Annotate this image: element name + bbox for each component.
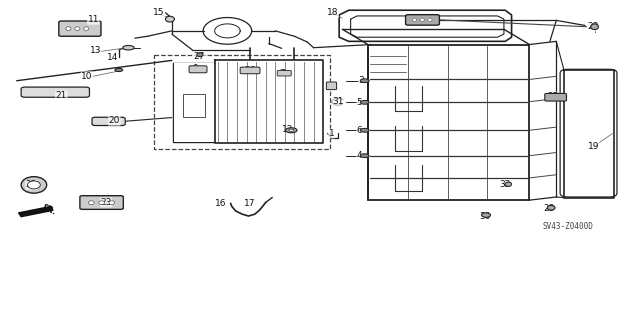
Text: 21: 21	[56, 91, 67, 100]
Text: 32: 32	[499, 180, 511, 189]
FancyBboxPatch shape	[240, 67, 260, 74]
Ellipse shape	[285, 128, 297, 133]
Text: 7: 7	[279, 69, 285, 78]
Ellipse shape	[115, 68, 123, 71]
Ellipse shape	[481, 213, 490, 217]
Ellipse shape	[84, 27, 89, 31]
Text: 14: 14	[107, 53, 118, 62]
Ellipse shape	[505, 182, 511, 187]
Ellipse shape	[420, 18, 424, 21]
Text: 23: 23	[100, 198, 112, 207]
Text: 31: 31	[332, 97, 344, 106]
Text: 17: 17	[244, 199, 255, 208]
Text: 13: 13	[90, 46, 101, 56]
Text: 24: 24	[417, 14, 428, 23]
Text: 20: 20	[109, 116, 120, 125]
Text: 18: 18	[327, 8, 339, 17]
Ellipse shape	[21, 177, 47, 193]
Text: 6: 6	[356, 126, 362, 135]
Text: 25: 25	[547, 92, 559, 101]
Ellipse shape	[289, 129, 294, 131]
FancyBboxPatch shape	[80, 196, 124, 209]
Ellipse shape	[99, 201, 104, 204]
Ellipse shape	[123, 46, 134, 50]
Polygon shape	[173, 63, 214, 142]
Ellipse shape	[109, 201, 115, 204]
Polygon shape	[19, 206, 53, 217]
Ellipse shape	[75, 27, 80, 31]
Text: 1: 1	[328, 129, 334, 138]
Ellipse shape	[360, 128, 369, 132]
Ellipse shape	[196, 53, 203, 56]
Text: 12: 12	[282, 125, 294, 134]
Text: 30: 30	[479, 211, 490, 220]
Text: 19: 19	[588, 142, 599, 151]
FancyBboxPatch shape	[406, 15, 440, 25]
Ellipse shape	[360, 100, 369, 104]
Ellipse shape	[547, 205, 555, 210]
Text: 11: 11	[88, 15, 99, 24]
Text: 26: 26	[244, 66, 255, 75]
Text: 9: 9	[193, 64, 198, 73]
Text: SV43-Z0400D: SV43-Z0400D	[542, 222, 593, 231]
Ellipse shape	[360, 154, 369, 158]
Polygon shape	[215, 60, 323, 143]
Text: 8: 8	[330, 82, 335, 91]
Polygon shape	[182, 94, 205, 117]
Text: 28: 28	[588, 22, 599, 31]
Text: 5: 5	[356, 98, 362, 107]
Ellipse shape	[428, 18, 432, 21]
Ellipse shape	[591, 24, 598, 30]
Text: 29: 29	[543, 204, 554, 213]
FancyBboxPatch shape	[326, 82, 337, 90]
Text: 15: 15	[154, 8, 165, 17]
Text: 10: 10	[81, 72, 93, 81]
FancyBboxPatch shape	[92, 117, 125, 125]
Text: 16: 16	[215, 199, 227, 208]
Ellipse shape	[412, 18, 417, 21]
FancyBboxPatch shape	[189, 66, 207, 73]
Text: 4: 4	[356, 151, 362, 160]
Ellipse shape	[166, 16, 174, 22]
FancyBboxPatch shape	[277, 70, 291, 76]
Text: FR.: FR.	[40, 203, 56, 216]
Ellipse shape	[88, 201, 94, 204]
Text: 22: 22	[26, 181, 37, 189]
FancyBboxPatch shape	[21, 87, 90, 97]
Text: 3: 3	[358, 76, 364, 85]
Ellipse shape	[66, 27, 71, 31]
Ellipse shape	[28, 181, 40, 189]
FancyBboxPatch shape	[59, 21, 101, 36]
FancyBboxPatch shape	[545, 93, 566, 101]
Text: 27: 27	[193, 52, 204, 61]
Ellipse shape	[360, 79, 369, 83]
